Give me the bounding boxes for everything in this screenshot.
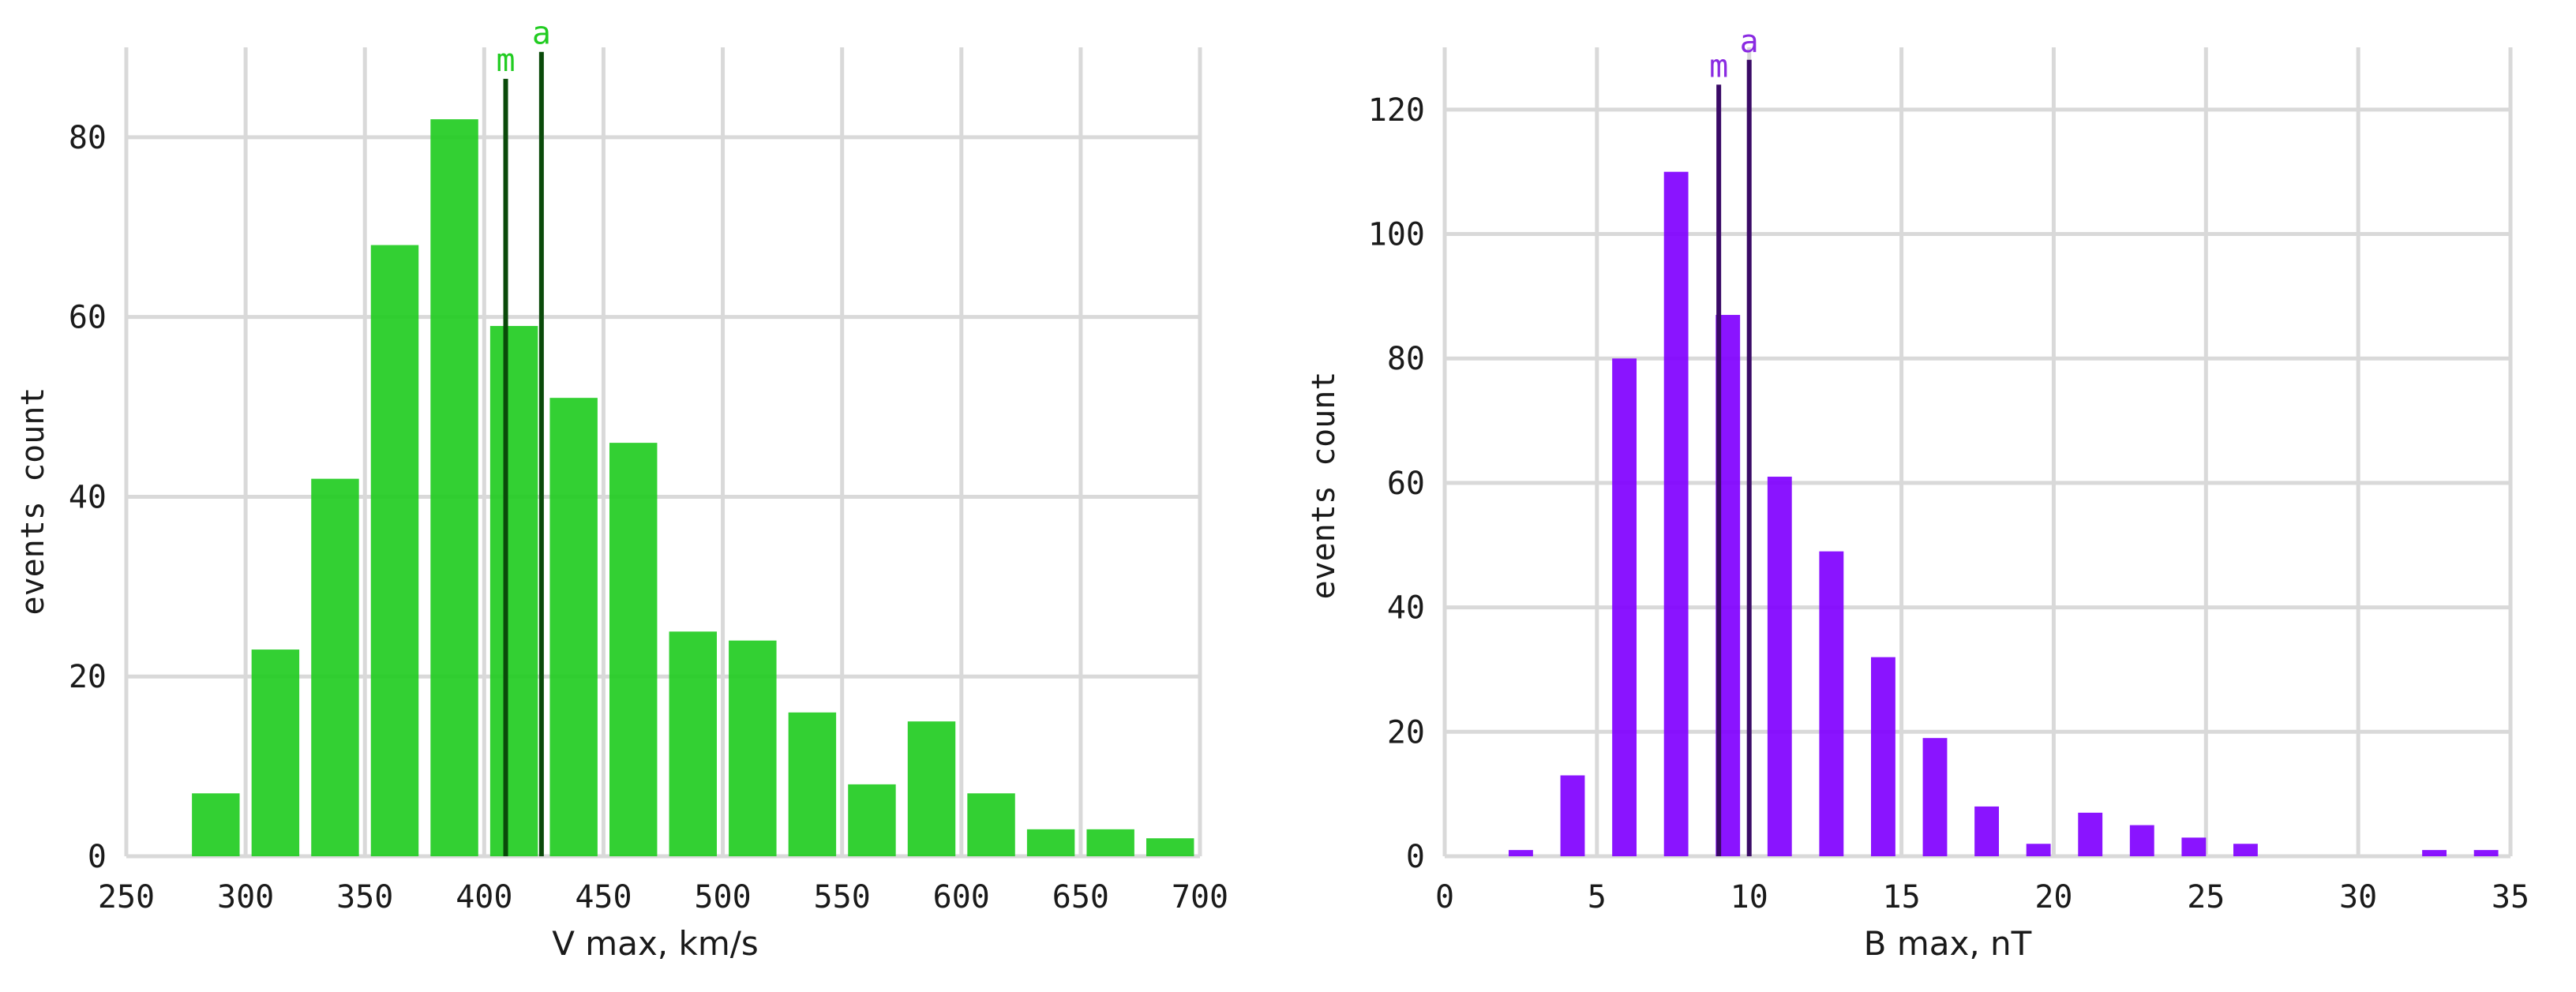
bfield-bar <box>1871 657 1895 856</box>
velocity-bar <box>788 712 837 856</box>
velocity-x-tick-label: 350 <box>336 879 393 915</box>
velocity-x-tick-label: 500 <box>694 879 751 915</box>
bfield-x-tick-label: 5 <box>1588 879 1607 915</box>
bfield-y-axis-label: events count <box>1306 372 1342 600</box>
bfield-bar <box>1663 171 1689 856</box>
bfield-x-tick-label: 20 <box>2034 879 2072 915</box>
bfield-bars <box>1509 171 2499 856</box>
bfield-x-tick-label: 25 <box>2187 879 2225 915</box>
bfield-x-tick-label: 15 <box>1882 879 1920 915</box>
velocity-bar <box>489 326 538 856</box>
bfield-marker-label-m: m <box>1709 48 1728 84</box>
velocity-bar <box>311 478 359 856</box>
bfield-tick-labels: 0 5 10 15 20 25 30 35 0 20 40 60 80 100 120 <box>1368 92 2529 915</box>
velocity-y-tick-label: 60 <box>69 300 107 336</box>
velocity-x-tick-label: 600 <box>933 879 990 915</box>
velocity-y-tick-label: 0 <box>88 839 107 875</box>
velocity-bar <box>967 793 1015 856</box>
velocity-bar <box>1026 829 1075 856</box>
velocity-x-tick-label: 650 <box>1052 879 1109 915</box>
bfield-x-axis-label: B max, nT <box>1864 924 2032 963</box>
velocity-x-tick-label: 400 <box>456 879 512 915</box>
bfield-bar <box>1560 775 1585 856</box>
bfield-bar <box>1767 477 1792 856</box>
bfield-y-tick-label: 80 <box>1387 341 1425 377</box>
bfield-y-tick-label: 40 <box>1387 590 1425 627</box>
bfield-x-tick-label: 35 <box>2492 879 2529 915</box>
bfield-bar <box>2078 812 2103 856</box>
velocity-tick-labels: 250 300 350 400 450 500 550 600 650 700 0 20 40 60 80 <box>69 120 1228 915</box>
velocity-x-tick-label: 450 <box>575 879 632 915</box>
velocity-bar <box>192 793 240 856</box>
bfield-bar <box>1922 738 1948 856</box>
velocity-bars <box>192 119 1194 857</box>
velocity-markers: ma <box>496 16 551 856</box>
bfield-markers: ma <box>1709 24 1759 856</box>
velocity-x-tick-label: 300 <box>217 879 274 915</box>
velocity-bar <box>669 631 717 856</box>
bfield-bar <box>1974 806 1999 856</box>
bfield-x-tick-label: 0 <box>1435 879 1454 915</box>
velocity-bar <box>609 443 658 856</box>
magnetic-field-histogram-panel: ma 0 5 10 15 20 25 30 35 0 20 40 60 80 100 120 B max, … <box>1306 24 2529 963</box>
bfield-y-tick-label: 0 <box>1406 839 1425 875</box>
velocity-histogram-panel: ma 250 300 350 400 450 500 550 600 650 700 0 20 40 60… <box>15 16 1228 963</box>
bfield-y-tick-label: 60 <box>1387 466 1425 502</box>
bfield-y-tick-label: 120 <box>1368 92 1425 129</box>
velocity-x-tick-label: 700 <box>1172 879 1228 915</box>
velocity-x-axis-label: V max, km/s <box>552 924 759 963</box>
velocity-grid <box>124 47 1202 859</box>
bfield-bar <box>1509 850 1533 856</box>
bfield-x-tick-label: 10 <box>1730 879 1768 915</box>
bfield-bar <box>2422 850 2447 856</box>
velocity-bar <box>370 245 419 856</box>
velocity-x-tick-label: 550 <box>814 879 871 915</box>
bfield-bar <box>2129 825 2154 856</box>
velocity-bar <box>907 721 956 856</box>
bfield-y-tick-label: 20 <box>1387 714 1425 751</box>
bfield-bar <box>2233 844 2258 856</box>
velocity-bar <box>729 640 777 856</box>
velocity-bar <box>251 649 300 856</box>
velocity-y-tick-label: 40 <box>69 479 107 515</box>
bfield-bar <box>2473 850 2499 856</box>
velocity-bar <box>848 784 896 856</box>
velocity-marker-label-m: m <box>496 43 515 79</box>
velocity-marker-label-a: a <box>532 16 551 52</box>
velocity-bar <box>1146 838 1194 856</box>
velocity-y-axis-label: events count <box>15 387 51 616</box>
bfield-bar <box>2026 844 2051 856</box>
bfield-grid <box>1442 47 2513 859</box>
bfield-bar <box>1819 551 1844 856</box>
velocity-x-tick-label: 250 <box>98 879 155 915</box>
velocity-y-tick-label: 20 <box>69 659 107 695</box>
velocity-bar <box>430 119 478 857</box>
bfield-bar <box>2181 837 2207 856</box>
velocity-bar <box>549 398 598 857</box>
velocity-bar <box>1086 829 1134 856</box>
bfield-marker-label-a: a <box>1740 24 1759 60</box>
bfield-x-tick-label: 30 <box>2339 879 2377 915</box>
bfield-y-tick-label: 100 <box>1368 217 1425 253</box>
velocity-y-tick-label: 80 <box>69 120 107 156</box>
bfield-bar <box>1612 358 1637 856</box>
